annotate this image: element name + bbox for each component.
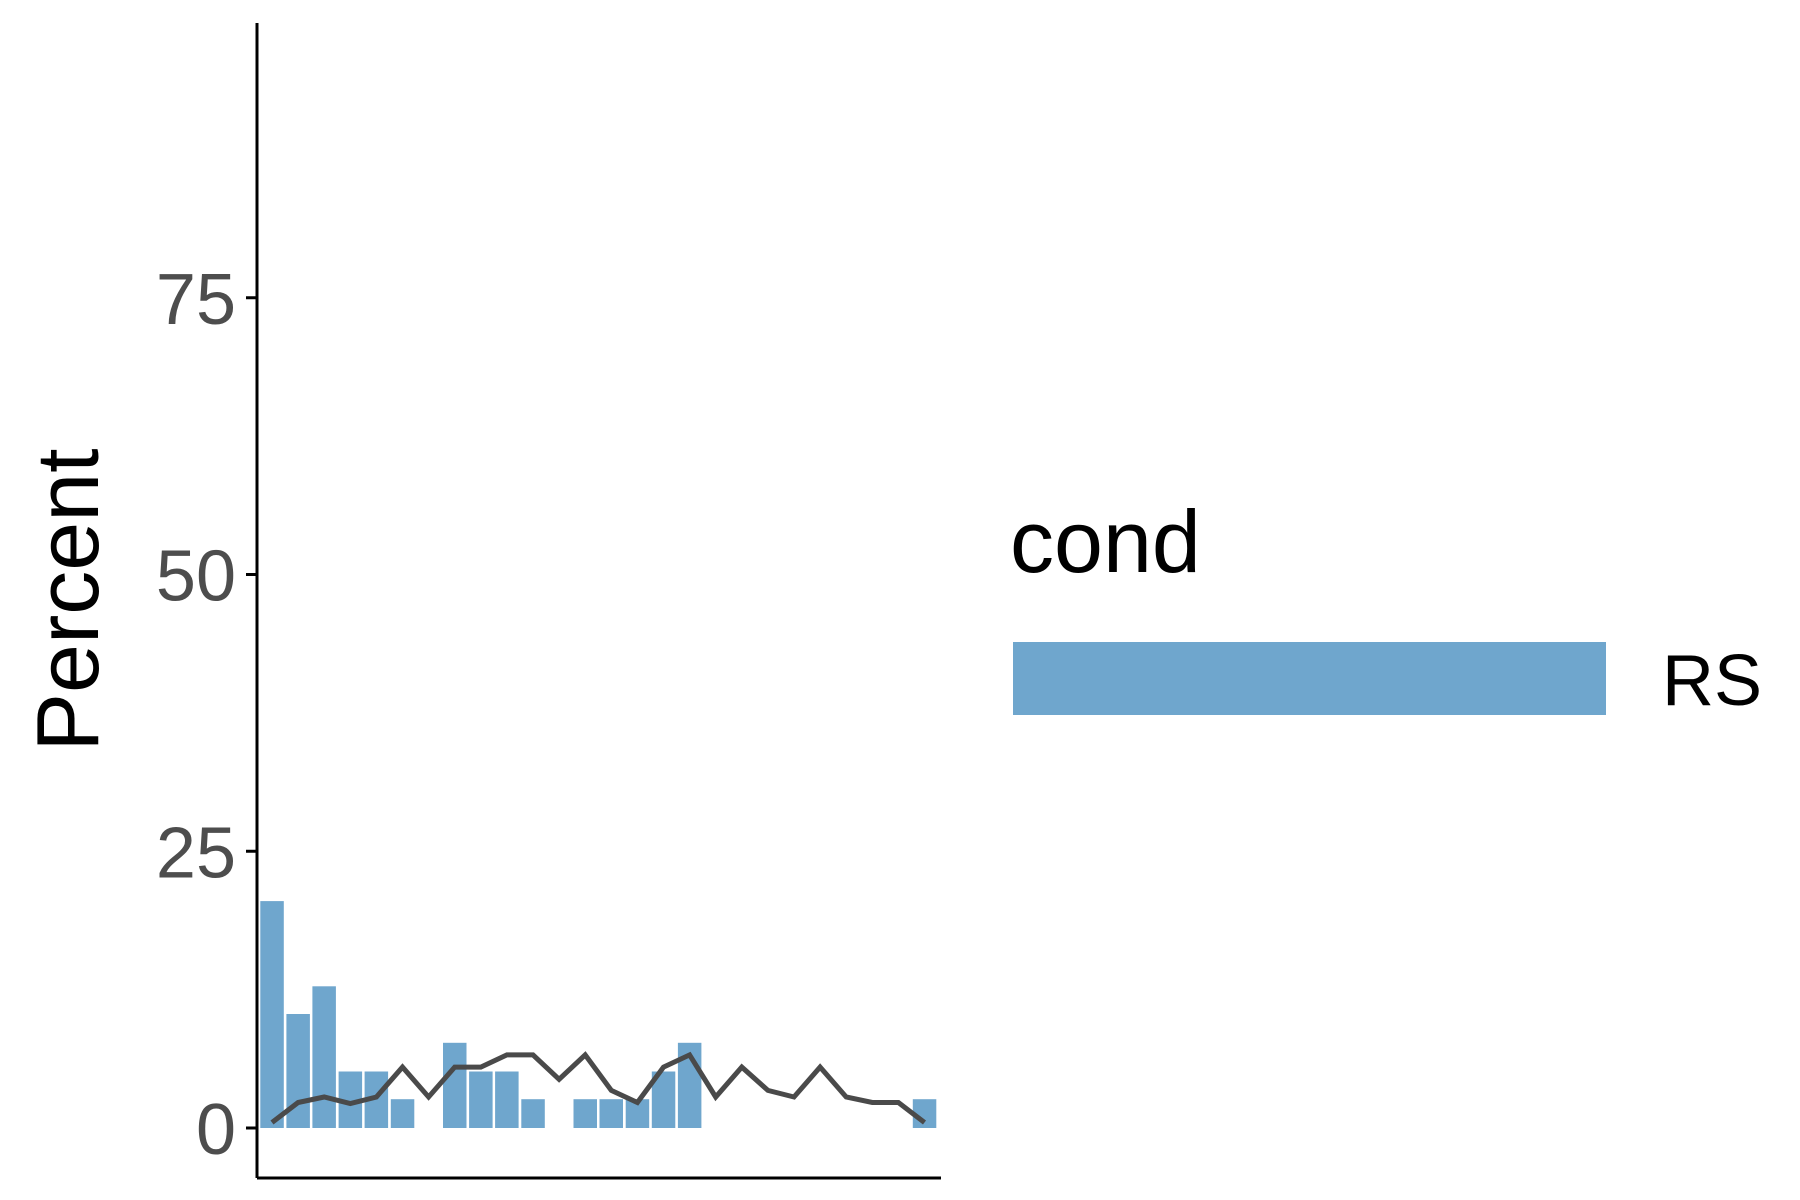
legend: cond RS [1010,492,1762,721]
bar-14 [625,1099,650,1128]
line-series [270,1051,927,1125]
y-tick-label-75: 75 [156,260,236,340]
legend-label-rs: RS [1662,641,1762,721]
bar-9 [495,1071,519,1128]
bar-15 [651,1071,676,1128]
bar-10 [521,1099,545,1128]
bar-3 [338,1071,363,1128]
legend-title: cond [1010,492,1201,591]
y-axis-title: Percent [18,448,117,751]
bar-4 [364,1071,389,1128]
bar-7 [443,1042,467,1128]
bar-8 [469,1071,493,1128]
bar-12 [573,1099,597,1128]
bar-2 [312,986,336,1128]
y-tick-label-25: 25 [156,813,236,893]
bar-5 [390,1099,415,1128]
y-axis-ticks: 0 25 50 75 [156,260,257,1170]
legend-swatch-rs [1013,642,1606,715]
line-path [270,1051,927,1125]
y-tick-label-50: 50 [156,537,236,617]
bar-13 [599,1099,623,1128]
bar-series [260,901,937,1128]
bar-0 [260,901,284,1128]
y-tick-label-0: 0 [196,1090,236,1170]
